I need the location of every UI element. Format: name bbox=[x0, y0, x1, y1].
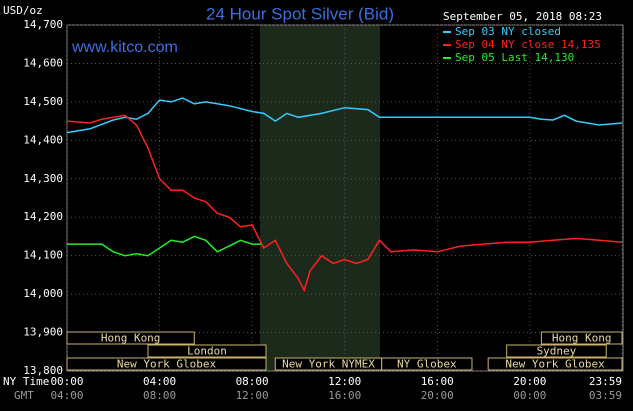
x-tick-label: 20:00 bbox=[513, 375, 546, 388]
y-tick-label: 13,800 bbox=[23, 364, 63, 377]
x-tick-label: 08:00 bbox=[236, 375, 269, 388]
session-box bbox=[66, 331, 195, 345]
x-tick-label: 12:00 bbox=[328, 375, 361, 388]
series-line bbox=[66, 114, 623, 293]
y-tick-label: 14,400 bbox=[23, 133, 63, 146]
x2-tick-label: 20:00 bbox=[421, 389, 454, 402]
x2-tick-label: 04:00 bbox=[50, 389, 83, 402]
session-box bbox=[381, 357, 473, 371]
session-label: New York NYMEX bbox=[282, 358, 375, 371]
timestamp: September 05, 2018 08:23 bbox=[443, 10, 602, 23]
series-line bbox=[66, 97, 623, 134]
session-label: New York Globex bbox=[505, 358, 605, 371]
session-label: Hong Kong bbox=[552, 332, 612, 345]
y-tick-label: 14,500 bbox=[23, 95, 63, 108]
x-tick-label: 16:00 bbox=[421, 375, 454, 388]
y-tick-label: 14,300 bbox=[23, 172, 63, 185]
session-label: Sydney bbox=[537, 345, 577, 358]
x2-axis-label: GMT bbox=[14, 389, 34, 402]
x2-tick-label: 16:00 bbox=[328, 389, 361, 402]
x-axis-label: NY Time bbox=[3, 375, 49, 388]
x-tick-label: 23:59 bbox=[589, 375, 622, 388]
chart-title: 24 Hour Spot Silver (Bid) bbox=[206, 4, 394, 23]
x-tick-label: 04:00 bbox=[143, 375, 176, 388]
session-box bbox=[487, 357, 623, 371]
series-line bbox=[67, 235, 261, 257]
x2-tick-label: 00:00 bbox=[513, 389, 546, 402]
session-box bbox=[66, 357, 267, 371]
session-box bbox=[506, 344, 607, 358]
y-tick-label: 14,100 bbox=[23, 249, 63, 262]
x2-tick-label: 12:00 bbox=[236, 389, 269, 402]
trading-highlight bbox=[260, 25, 380, 371]
x2-tick-label: 03:59 bbox=[589, 389, 622, 402]
y-tick-label: 14,000 bbox=[23, 287, 63, 300]
y-tick-label: 14,200 bbox=[23, 210, 63, 223]
legend-label: Sep 03 NY closed bbox=[455, 25, 561, 38]
session-label: London bbox=[187, 345, 227, 358]
y-tick-label: 13,900 bbox=[23, 326, 63, 339]
session-box bbox=[147, 344, 267, 358]
x-tick-label: 00:00 bbox=[50, 375, 83, 388]
y-tick-label: 14,600 bbox=[23, 56, 63, 69]
x2-tick-label: 08:00 bbox=[143, 389, 176, 402]
subtitle: www.kitco.com bbox=[71, 39, 178, 56]
legend-label: Sep 04 NY close 14,135 bbox=[455, 38, 601, 51]
session-box bbox=[540, 331, 623, 345]
session-label: Hong Kong bbox=[101, 332, 161, 345]
y-axis-label: USD/oz bbox=[3, 4, 43, 17]
session-label: NY Globex bbox=[397, 358, 457, 371]
y-tick-label: 14,700 bbox=[23, 18, 63, 31]
legend-label: Sep 05 Last 14,130 bbox=[455, 51, 574, 64]
session-label: New York Globex bbox=[117, 358, 217, 371]
